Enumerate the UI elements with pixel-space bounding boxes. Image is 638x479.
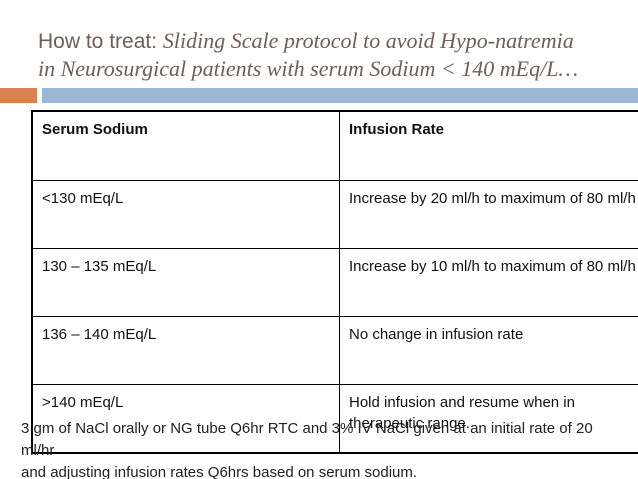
footer-note: 3 gm of NaCl orally or NG tube Q6hr RTC … (21, 418, 627, 479)
cell-infusion-action: No change in infusion rate (339, 316, 638, 385)
header-infusion-rate: Infusion Rate (339, 110, 638, 181)
title-italic-line1: Sliding Scale protocol to avoid Hypo-nat… (162, 28, 574, 53)
table-row: >140 mEq/L Hold infusion and resume when… (31, 384, 638, 454)
footer-line-1: 3 gm of NaCl orally or NG tube Q6hr RTC … (21, 420, 593, 459)
accent-bar-blue (42, 88, 638, 103)
title-italic-line2: in Neurosurgical patients with serum Sod… (38, 56, 579, 81)
accent-bar-orange (0, 88, 37, 103)
sodium-protocol-table: Serum Sodium Infusion Rate <130 mEq/L In… (31, 110, 638, 454)
slide-title: How to treat: Sliding Scale protocol to … (38, 27, 618, 83)
cell-infusion-action: Increase by 20 ml/h to maximum of 80 ml/… (339, 180, 638, 249)
cell-infusion-action: Increase by 10 ml/h to maximum of 80 ml/… (339, 248, 638, 317)
cell-sodium-range: >140 mEq/L (31, 384, 340, 454)
cell-sodium-range: 130 – 135 mEq/L (31, 248, 340, 317)
footer-line-2: and adjusting infusion rates Q6hrs based… (21, 464, 418, 479)
header-serum-sodium: Serum Sodium (31, 110, 340, 181)
table-row: 130 – 135 mEq/L Increase by 10 ml/h to m… (31, 248, 638, 317)
table-header-row: Serum Sodium Infusion Rate (31, 110, 638, 181)
cell-infusion-action: Hold infusion and resume when in therape… (339, 384, 638, 454)
cell-sodium-range: 136 – 140 mEq/L (31, 316, 340, 385)
title-prefix: How to treat: (38, 30, 163, 53)
table-row: 136 – 140 mEq/L No change in infusion ra… (31, 316, 638, 385)
cell-sodium-range: <130 mEq/L (31, 180, 340, 249)
table-row: <130 mEq/L Increase by 20 ml/h to maximu… (31, 180, 638, 249)
